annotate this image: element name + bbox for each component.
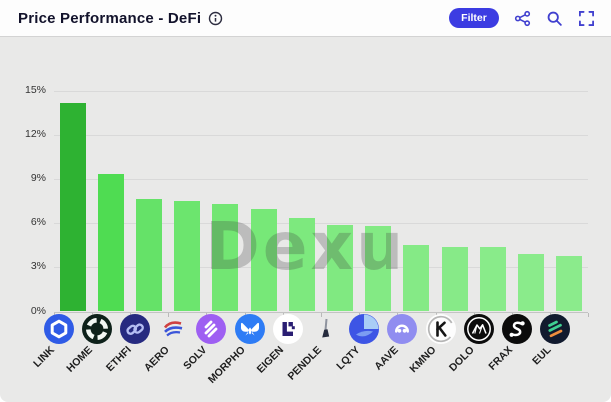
title-area: Price Performance - DeFi	[0, 10, 223, 27]
x-axis-tick	[168, 312, 170, 317]
gridline-3%	[53, 267, 589, 269]
y-axis-label-12%: 12%	[24, 128, 46, 141]
fullscreen-icon[interactable]	[578, 10, 595, 27]
y-axis-label-9%: 9%	[30, 172, 46, 185]
share-icon[interactable]	[514, 10, 531, 27]
token-icon-eul	[540, 314, 571, 344]
bar-HOME[interactable]	[97, 173, 124, 312]
bar-SOLV[interactable]	[212, 204, 239, 312]
gridline-6%	[53, 223, 589, 225]
gridline-9%	[53, 179, 589, 181]
bar-PENDLE[interactable]	[327, 224, 353, 312]
bar-chart: 0% 3% 6% 9% 12% 15% LINK HOME ETHFI AERO SOLV MORPH…	[0, 36, 611, 402]
bar-EIGEN[interactable]	[288, 217, 315, 312]
bar-EUL[interactable]	[556, 255, 583, 312]
token-icon-morpho	[234, 314, 265, 344]
token-icon-home	[81, 314, 112, 344]
token-icon-lqty	[349, 314, 380, 344]
bar-ETHFI[interactable]	[136, 198, 162, 312]
chart-panel: 0% 3% 6% 9% 12% 15% LINK HOME ETHFI AERO SOLV MORPH…	[0, 36, 611, 402]
bar-LINK[interactable]	[59, 103, 86, 312]
gridline-12%	[53, 135, 589, 137]
bar-AAVE[interactable]	[403, 245, 430, 312]
token-icon-dolo	[463, 314, 494, 344]
token-icon-link	[43, 314, 74, 344]
token-icon-frax	[501, 314, 532, 344]
y-axis-label-3%: 3%	[30, 260, 46, 273]
bar-KMNO[interactable]	[441, 246, 468, 312]
x-axis-tick	[53, 312, 55, 317]
token-icon-solv	[196, 314, 227, 344]
token-icon-eigen	[272, 314, 303, 344]
token-icon-aave	[387, 314, 418, 344]
token-icon-ethfi	[119, 314, 150, 344]
gridline-0%	[53, 311, 589, 313]
y-axis-label-6%: 6%	[30, 216, 46, 229]
header-toolbar: Filter	[449, 8, 611, 28]
chart-header: Price Performance - DeFi Filter	[0, 0, 611, 36]
x-axis-tick	[129, 312, 131, 317]
x-axis-tick	[473, 312, 475, 317]
y-axis-label-15%: 15%	[24, 84, 46, 97]
bar-FRAX[interactable]	[518, 254, 544, 312]
bar-LQTY[interactable]	[365, 226, 392, 312]
bar-MORPHO[interactable]	[250, 208, 277, 312]
x-axis-tick	[435, 312, 437, 317]
filter-button[interactable]: Filter	[449, 8, 499, 28]
x-axis-tick	[282, 312, 284, 317]
token-icon-kmno	[425, 314, 456, 344]
gridline-15%	[53, 91, 589, 93]
x-axis-tick	[511, 312, 513, 317]
bar-AERO[interactable]	[174, 201, 201, 312]
x-axis-tick	[550, 312, 552, 317]
y-axis-label-0%: 0%	[30, 304, 46, 317]
bar-DOLO[interactable]	[479, 246, 506, 312]
x-axis-tick	[397, 312, 399, 317]
x-axis-tick	[320, 312, 322, 317]
x-axis-tick	[91, 312, 93, 317]
search-icon[interactable]	[546, 10, 563, 27]
x-axis-tick	[359, 312, 361, 317]
info-icon[interactable]	[208, 11, 223, 26]
x-axis-tick	[588, 312, 590, 317]
token-icon-aero	[158, 314, 188, 344]
token-icon-pendle	[311, 314, 341, 344]
x-axis-tick	[244, 312, 246, 317]
x-axis-tick	[206, 312, 208, 317]
page-title: Price Performance - DeFi	[18, 9, 202, 27]
